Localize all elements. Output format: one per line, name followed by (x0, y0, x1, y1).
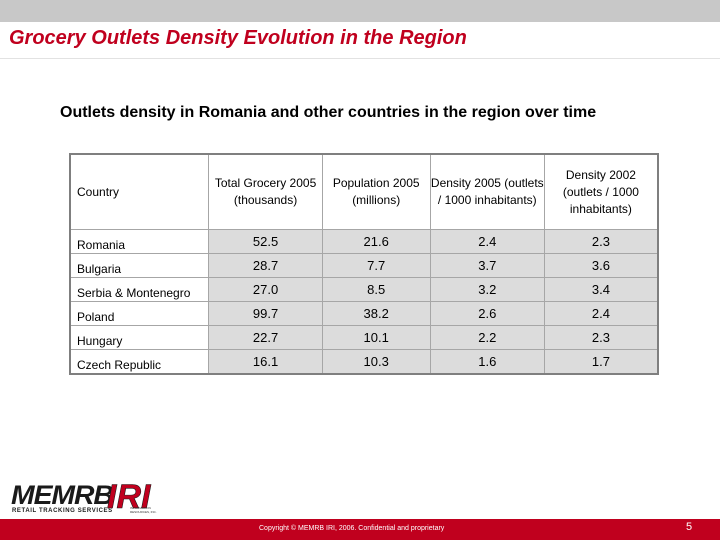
population-cell: 10.1 (321, 325, 431, 350)
top-gray-bar (0, 0, 720, 22)
population-cell: 7.7 (321, 253, 431, 278)
table-row: Serbia & Montenegro 27.0 8.5 3.2 3.4 (69, 277, 659, 302)
density-2005-cell: 2.4 (429, 229, 545, 254)
header-density-2002: Density 2002 (outlets / 1000 inhabitants… (543, 153, 659, 230)
table-subtitle: Outlets density in Romania and other cou… (60, 104, 597, 121)
header-total-grocery: Total Grocery 2005 (thousands) (208, 153, 323, 230)
copyright-text: Copyright © MEMRB IRI, 2006. Confidentia… (259, 525, 445, 532)
header-country: Country (69, 153, 210, 230)
total-grocery-cell: 99.7 (208, 301, 323, 326)
iri-logo: IRI (107, 478, 152, 516)
country-cell: Poland (69, 301, 210, 326)
density-2005-cell: 2.2 (429, 325, 545, 350)
population-cell: 8.5 (321, 277, 431, 302)
density-2005-cell: 3.2 (429, 277, 545, 302)
memrb-logo: MEMRB (11, 480, 114, 510)
total-grocery-cell: 16.1 (208, 349, 323, 375)
table-header-row: Country Total Grocery 2005 (thousands) P… (69, 153, 659, 230)
density-2002-cell: 3.4 (543, 277, 659, 302)
population-cell: 10.3 (321, 349, 431, 375)
iri-tagline: INFORMATION RESOURCES, INC. (130, 506, 157, 514)
country-cell: Czech Republic (69, 349, 210, 375)
density-2005-cell: 3.7 (429, 253, 545, 278)
logo-area (0, 474, 176, 519)
country-cell: Serbia & Montenegro (69, 277, 210, 302)
table-row: Czech Republic 16.1 10.3 1.6 1.7 (69, 349, 659, 375)
country-cell: Hungary (69, 325, 210, 350)
table-row: Romania 52.5 21.6 2.4 2.3 (69, 229, 659, 254)
density-2002-cell: 1.7 (543, 349, 659, 375)
density-2005-cell: 1.6 (429, 349, 545, 375)
density-2002-cell: 2.3 (543, 325, 659, 350)
density-2005-cell: 2.6 (429, 301, 545, 326)
footer-bar (0, 519, 720, 540)
table-row: Bulgaria 28.7 7.7 3.7 3.6 (69, 253, 659, 278)
population-cell: 21.6 (321, 229, 431, 254)
title-band (0, 22, 720, 59)
header-density-2005: Density 2005 (outlets / 1000 inhabitants… (429, 153, 545, 230)
page-title: Grocery Outlets Density Evolution in the… (9, 27, 467, 49)
country-cell: Romania (69, 229, 210, 254)
density-2002-cell: 2.4 (543, 301, 659, 326)
table-row: Poland 99.7 38.2 2.6 2.4 (69, 301, 659, 326)
total-grocery-cell: 52.5 (208, 229, 323, 254)
page-number: 5 (686, 521, 693, 533)
header-population: Population 2005 (millions) (321, 153, 431, 230)
iri-logo-text: IRI (107, 478, 152, 516)
density-2002-cell: 3.6 (543, 253, 659, 278)
total-grocery-cell: 22.7 (208, 325, 323, 350)
total-grocery-cell: 27.0 (208, 277, 323, 302)
density-2002-cell: 2.3 (543, 229, 659, 254)
density-table: Country Total Grocery 2005 (thousands) P… (69, 153, 659, 375)
country-cell: Bulgaria (69, 253, 210, 278)
total-grocery-cell: 28.7 (208, 253, 323, 278)
table-row: Hungary 22.7 10.1 2.2 2.3 (69, 325, 659, 350)
memrb-tagline: RETAIL TRACKING SERVICES (12, 508, 113, 514)
population-cell: 38.2 (321, 301, 431, 326)
